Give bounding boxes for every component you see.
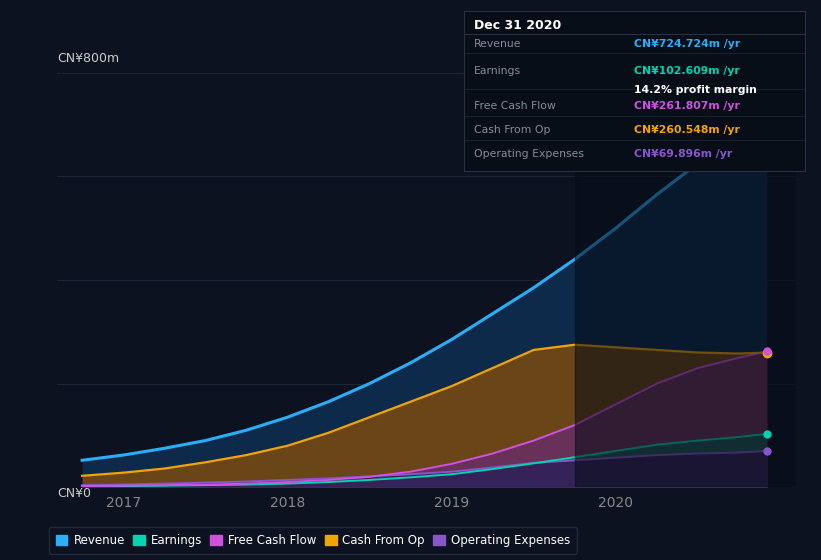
Text: Operating Expenses: Operating Expenses	[474, 150, 584, 159]
Text: Revenue: Revenue	[474, 39, 521, 49]
Text: CN¥724.724m /yr: CN¥724.724m /yr	[635, 39, 741, 49]
Legend: Revenue, Earnings, Free Cash Flow, Cash From Op, Operating Expenses: Revenue, Earnings, Free Cash Flow, Cash …	[48, 526, 577, 554]
Text: CN¥0: CN¥0	[57, 487, 91, 500]
Text: Cash From Op: Cash From Op	[474, 125, 551, 136]
Text: CN¥261.807m /yr: CN¥261.807m /yr	[635, 101, 740, 111]
Text: Dec 31 2020: Dec 31 2020	[474, 19, 562, 32]
Text: CN¥800m: CN¥800m	[57, 52, 120, 64]
Text: Earnings: Earnings	[474, 66, 521, 76]
Text: CN¥102.609m /yr: CN¥102.609m /yr	[635, 66, 740, 76]
Bar	[575, 73, 796, 487]
Text: CN¥69.896m /yr: CN¥69.896m /yr	[635, 150, 732, 159]
Text: 14.2% profit margin: 14.2% profit margin	[635, 85, 757, 95]
Text: CN¥260.548m /yr: CN¥260.548m /yr	[635, 125, 740, 136]
Text: Free Cash Flow: Free Cash Flow	[474, 101, 556, 111]
